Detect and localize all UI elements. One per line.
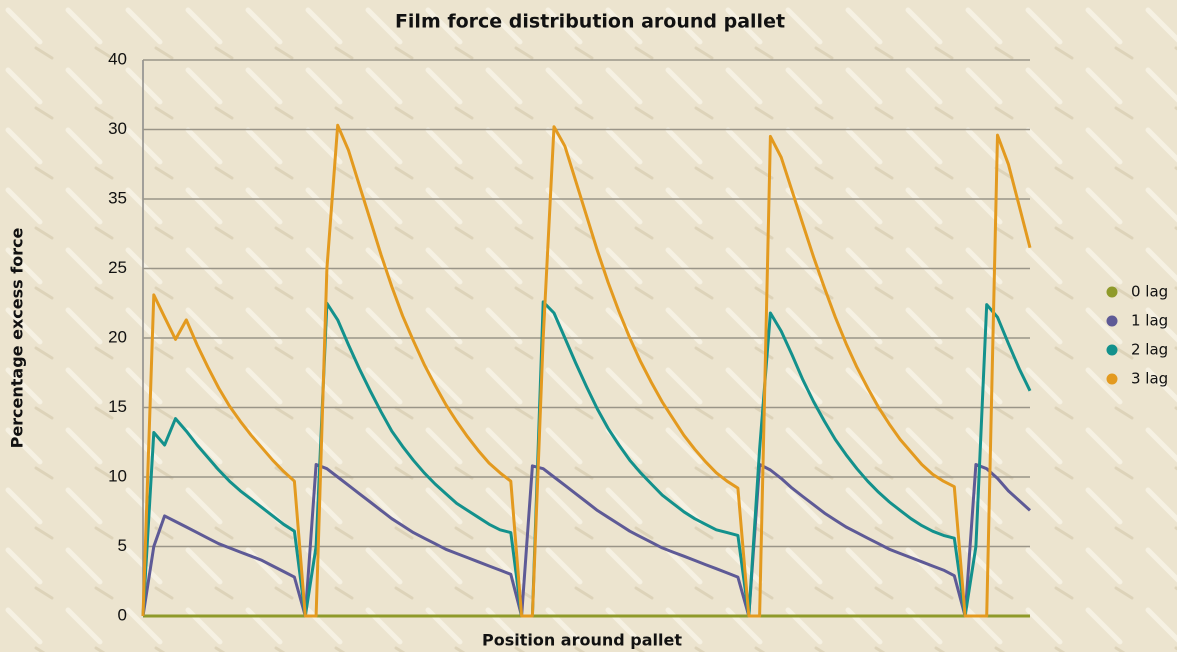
y-tick-label: 40 xyxy=(108,49,127,68)
line-series xyxy=(141,463,1032,618)
legend-marker xyxy=(1106,315,1118,327)
legend-marker xyxy=(1106,373,1118,385)
y-tick-label: 35 xyxy=(108,188,127,207)
legend-marker xyxy=(1106,286,1118,298)
x-axis-label: Position around pallet xyxy=(482,631,682,650)
legend-label: 1 lag xyxy=(1131,312,1168,330)
legend-label: 3 lag xyxy=(1131,370,1168,388)
legend-label: 2 lag xyxy=(1131,341,1168,359)
y-tick-label: 0 xyxy=(118,605,127,624)
legend-label: 0 lag xyxy=(1131,283,1168,301)
y-tick-label: 5 xyxy=(118,536,127,555)
line-series xyxy=(141,123,1032,618)
y-tick-label: 30 xyxy=(108,119,127,138)
legend-marker xyxy=(1106,344,1118,356)
chart-title: Film force distribution around pallet xyxy=(395,11,785,33)
y-tick-label: 20 xyxy=(108,327,127,346)
y-axis-label: Percentage excess force xyxy=(8,227,27,448)
y-tick-label: 10 xyxy=(108,466,127,485)
line-series xyxy=(141,300,1032,618)
y-tick-label: 25 xyxy=(108,258,127,277)
y-tick-label: 15 xyxy=(108,397,127,416)
